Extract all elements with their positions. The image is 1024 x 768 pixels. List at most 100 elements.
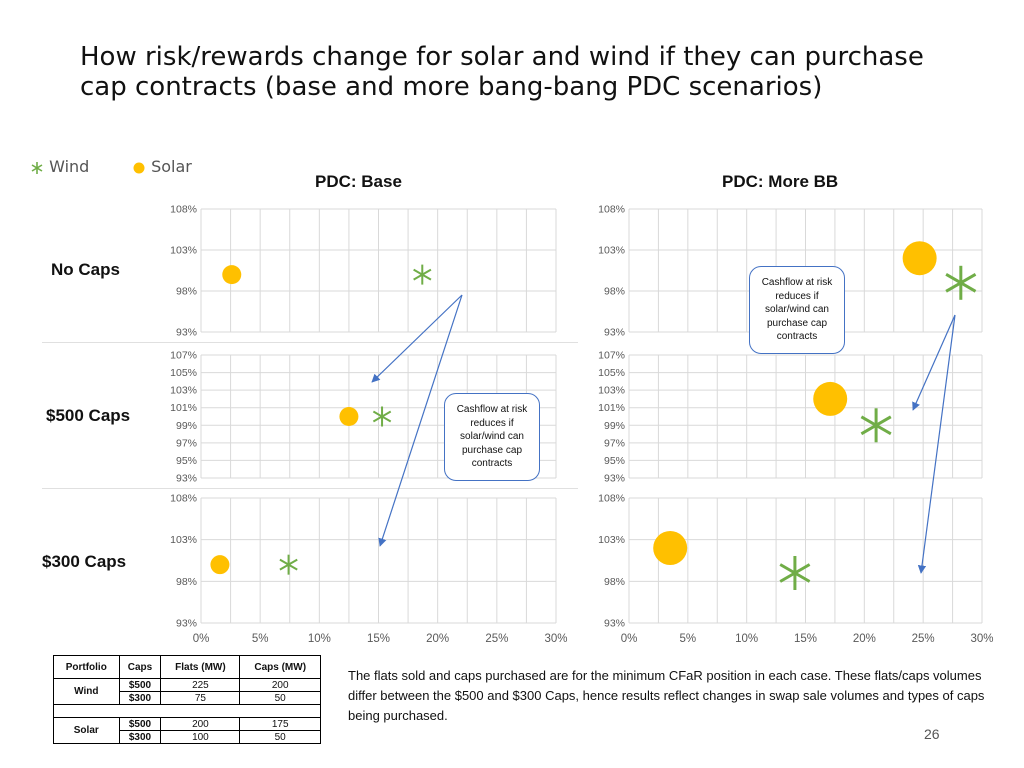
legend-label-wind: Wind	[49, 157, 90, 176]
wind-asterisk-icon	[31, 161, 43, 174]
solar-point	[653, 531, 688, 565]
y-tick-label: 108%	[598, 204, 625, 216]
y-tick-label: 93%	[604, 473, 625, 485]
table-row: $300 100 50	[54, 730, 321, 744]
y-tick-label: 103%	[170, 245, 197, 257]
y-tick-label: 98%	[176, 576, 197, 588]
portfolio-table: Portfolio Caps Flats (MW) Caps (MW) Wind…	[53, 655, 321, 744]
y-tick-label: 93%	[176, 327, 197, 339]
legend-label-solar: Solar	[151, 157, 192, 176]
x-tick-label: 20%	[853, 633, 876, 645]
y-tick-label: 95%	[604, 455, 625, 467]
table-header: Caps	[118, 655, 162, 679]
table-cell-caps: $300	[118, 730, 162, 744]
wind-point	[279, 554, 298, 575]
solar-point	[902, 241, 937, 276]
arrow-base-to-500	[371, 294, 463, 383]
legend-item-wind: Wind	[30, 157, 89, 176]
y-tick-label: 97%	[176, 437, 197, 449]
table-cell-caps-mw: 50	[239, 691, 321, 705]
table-row: Wind $500 225 200	[53, 678, 321, 705]
y-tick-label: 98%	[604, 286, 625, 298]
y-tick-label: 103%	[598, 245, 625, 257]
y-tick-label: 103%	[170, 534, 197, 546]
arrow-base-to-300	[378, 294, 463, 547]
table-row: $300 75 50	[54, 691, 321, 705]
y-tick-label: 98%	[176, 286, 197, 298]
scatter-panel: 93% 98% 103% 108%	[170, 204, 557, 339]
y-tick-label: 93%	[176, 618, 197, 630]
table-cell-flats: 100	[160, 730, 241, 744]
x-tick-label: 0%	[193, 633, 210, 645]
y-tick-label: 107%	[170, 350, 197, 362]
row-title-500-caps: $500 Caps	[46, 406, 131, 425]
column-title-more-bb: PDC: More BB	[722, 172, 839, 191]
y-tick-label: 108%	[170, 204, 197, 216]
y-tick-label: 103%	[598, 385, 625, 397]
x-tick-label: 25%	[912, 633, 935, 645]
scatter-panel: 93% 98% 103% 108% 0% 5% 10% 15% 20% 25% 30%	[598, 493, 993, 646]
table-row: Solar $500 200 175	[53, 717, 321, 744]
x-tick-label: 25%	[485, 633, 508, 645]
y-tick-label: 93%	[604, 618, 625, 630]
x-tick-label: 0%	[621, 633, 638, 645]
table-cell-flats: 225	[160, 678, 241, 692]
y-tick-label: 93%	[604, 327, 625, 339]
footnote-text: The flats sold and caps purchased are fo…	[348, 668, 985, 723]
x-tick-label: 10%	[308, 633, 331, 645]
table-cell-caps: $500	[118, 717, 162, 731]
table-cell-caps-mw: 175	[239, 717, 321, 731]
table-cell-portfolio: Solar	[53, 717, 120, 744]
page-number: 26	[924, 726, 940, 742]
x-tick-label: 5%	[680, 633, 697, 645]
row-title-300-caps: $300 Caps	[42, 552, 127, 571]
y-tick-label: 105%	[170, 367, 197, 379]
table-header: Caps (MW)	[239, 655, 321, 679]
solar-point	[339, 407, 359, 426]
y-tick-label: 99%	[176, 420, 197, 432]
table-cell-caps: $500	[118, 678, 162, 692]
scatter-panel: 93% 95% 97% 99% 101% 103% 105% 107%	[598, 350, 983, 485]
x-tick-label: 30%	[544, 633, 567, 645]
arrow-more-bb-to-500	[912, 314, 956, 411]
arrow-more-bb-to-300	[917, 314, 956, 574]
wind-point	[779, 556, 811, 590]
y-tick-label: 98%	[604, 576, 625, 588]
wind-point	[945, 265, 977, 300]
y-tick-label: 103%	[598, 534, 625, 546]
wind-point	[372, 406, 392, 427]
x-tick-label: 15%	[794, 633, 817, 645]
y-tick-label: 99%	[604, 420, 625, 432]
y-tick-label: 105%	[598, 367, 625, 379]
x-tick-label: 30%	[970, 633, 993, 645]
table-cell-caps-mw: 50	[239, 730, 321, 744]
column-title-base: PDC: Base	[315, 172, 402, 191]
solar-point	[210, 555, 230, 575]
row-title-no-caps: No Caps	[51, 260, 120, 279]
y-tick-label: 108%	[170, 493, 197, 505]
table-spacer-row	[53, 704, 321, 718]
wind-point	[860, 408, 892, 443]
table-header: Flats (MW)	[160, 655, 241, 679]
x-tick-label: 15%	[367, 633, 390, 645]
scatter-panels: 93% 98% 103% 108% 93% 98% 103% 108% 93% 95% 97% 99%…	[42, 204, 994, 646]
y-tick-label: 93%	[176, 473, 197, 485]
table-cell-portfolio: Wind	[53, 678, 120, 705]
table-cell-caps-mw: 200	[239, 678, 321, 692]
y-tick-label: 101%	[170, 402, 197, 414]
x-tick-label: 10%	[735, 633, 758, 645]
solar-point	[222, 265, 242, 285]
callout-base: Cashflow at risk reduces if solar/wind c…	[444, 393, 540, 481]
y-tick-label: 108%	[598, 493, 625, 505]
scatter-panel: 93% 98% 103% 108% 0% 5% 10% 15% 20% 25% 30%	[170, 493, 567, 646]
y-tick-label: 101%	[598, 402, 625, 414]
y-tick-label: 95%	[176, 455, 197, 467]
table-cell-flats: 200	[160, 717, 241, 731]
solar-circle-icon	[133, 162, 145, 173]
x-tick-label: 20%	[426, 633, 449, 645]
table-cell-caps: $300	[118, 691, 162, 705]
table-header-row: Portfolio Caps Flats (MW) Caps (MW)	[53, 655, 321, 679]
legend-item-solar: Solar	[132, 157, 192, 176]
table-cell-flats: 75	[160, 691, 241, 705]
y-tick-label: 97%	[604, 437, 625, 449]
